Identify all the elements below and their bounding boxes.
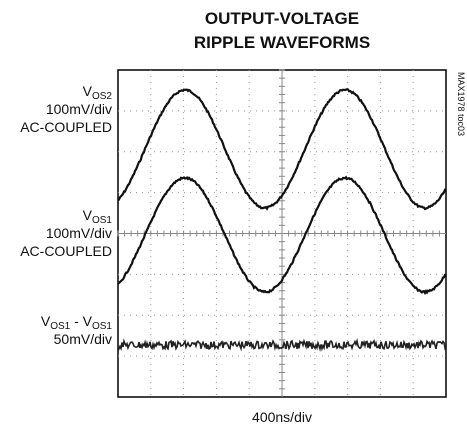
label-main: - V xyxy=(70,313,92,329)
label-main: V xyxy=(41,313,51,329)
channel-scale: 100mV/div xyxy=(46,101,112,117)
channel-labels: VOS2100mV/divAC-COUPLEDVOS1100mV/divAC-C… xyxy=(20,83,112,347)
side-note: MAX1978 toc03 xyxy=(456,72,466,136)
label-sub: OS1 xyxy=(50,321,70,332)
title-line: RIPPLE WAVEFORMS xyxy=(194,33,370,52)
traces xyxy=(117,88,447,353)
label-sub: OS1 xyxy=(92,215,112,226)
channel-coupling: AC-COUPLED xyxy=(20,243,112,259)
trace xyxy=(117,175,447,296)
channel-scale: 50mV/div xyxy=(54,331,112,347)
label-main: V xyxy=(83,83,93,99)
channel-coupling: AC-COUPLED xyxy=(20,119,112,135)
label-sub: OS2 xyxy=(92,91,112,102)
trace xyxy=(117,337,447,353)
trace xyxy=(117,88,447,211)
channel-scale: 100mV/div xyxy=(46,225,112,241)
label-sub: OS1 xyxy=(92,321,112,332)
channel-name: VOS1 xyxy=(83,207,113,226)
time-base: 400ns/div xyxy=(252,409,312,425)
title-line: OUTPUT-VOLTAGE xyxy=(205,9,359,28)
label-main: V xyxy=(83,207,93,223)
channel-name: VOS1 - VOS1 xyxy=(41,313,113,332)
channel-name: VOS2 xyxy=(83,83,113,102)
